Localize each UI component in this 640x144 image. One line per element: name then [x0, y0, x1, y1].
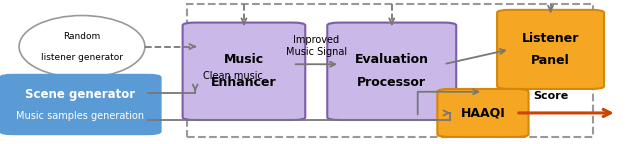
Text: Score: Score — [533, 91, 568, 101]
FancyBboxPatch shape — [437, 89, 529, 137]
Text: Clean music: Clean music — [203, 71, 263, 81]
FancyBboxPatch shape — [497, 10, 604, 89]
Text: Improved
Music Signal: Improved Music Signal — [285, 35, 347, 57]
Text: HAAQI: HAAQI — [461, 106, 506, 120]
Text: Processor: Processor — [357, 76, 426, 89]
Text: Evaluation: Evaluation — [355, 54, 429, 67]
Ellipse shape — [19, 16, 145, 78]
Text: Music samples generation: Music samples generation — [17, 111, 145, 121]
FancyBboxPatch shape — [327, 23, 456, 120]
Text: Listener: Listener — [522, 32, 579, 45]
Text: Panel: Panel — [531, 54, 570, 67]
FancyBboxPatch shape — [0, 75, 161, 134]
Text: Enhancer: Enhancer — [211, 76, 276, 89]
FancyBboxPatch shape — [182, 23, 305, 120]
Text: Scene generator: Scene generator — [26, 88, 136, 101]
Text: Random: Random — [63, 32, 100, 41]
Text: listener generator: listener generator — [41, 53, 123, 62]
Text: Music: Music — [224, 54, 264, 67]
